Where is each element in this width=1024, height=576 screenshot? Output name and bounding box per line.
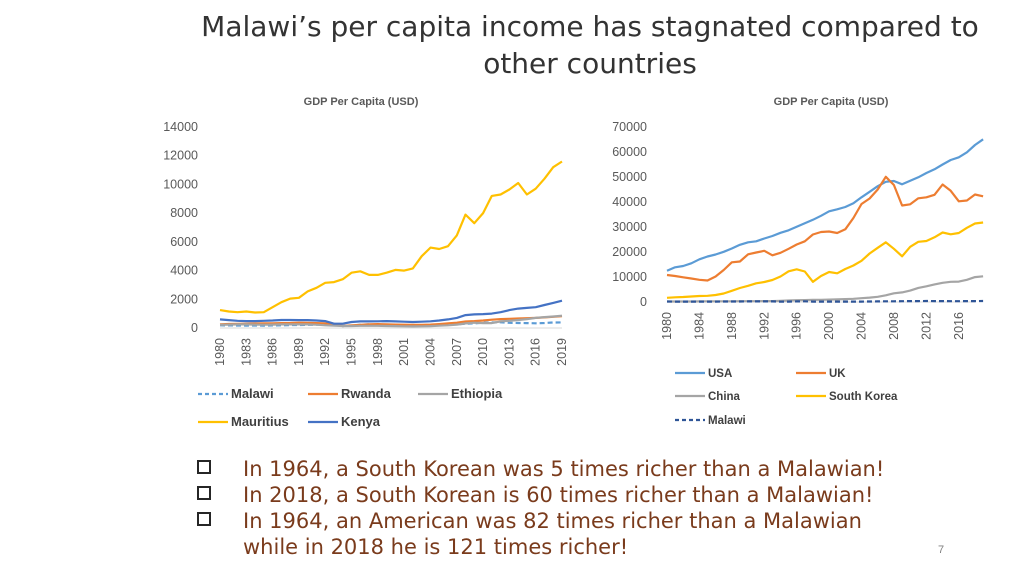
legend-entry: Mauritius xyxy=(198,414,289,429)
legend-label: UK xyxy=(829,368,846,380)
x-tick-label: 1998 xyxy=(371,338,385,366)
chart-title: GDP Per Capita (USD) xyxy=(774,96,889,108)
x-tick-label: 2010 xyxy=(476,338,490,366)
x-tick-label: 2016 xyxy=(529,338,543,366)
series-line-mauritius xyxy=(219,160,563,314)
bullet-text: In 1964, an American was 82 times richer… xyxy=(243,509,862,533)
bullet-item: In 1964, a South Korean was 5 times rich… xyxy=(197,456,977,482)
x-tick-label: 2000 xyxy=(822,312,836,340)
chart-title: GDP Per Capita (USD) xyxy=(304,96,419,108)
x-tick-label: 1984 xyxy=(692,312,706,340)
legend-entry: USA xyxy=(675,368,732,380)
legend-entry: South Korea xyxy=(796,391,898,403)
series-line-kenya xyxy=(219,299,563,325)
slide-title: Malawi’s per capita income has stagnated… xyxy=(150,8,1024,82)
x-tick-label: 1988 xyxy=(725,312,739,340)
y-tick-label: 70000 xyxy=(612,120,647,134)
right-gdp-chart: GDP Per Capita (USD) 0 10000 20000 30000 4000… xyxy=(612,96,984,427)
x-tick-label: 2008 xyxy=(887,312,901,340)
y-tick-label: 10000 xyxy=(163,177,198,191)
bullet-text: In 2018, a South Korean is 60 times rich… xyxy=(243,483,874,507)
legend-label: Malawi xyxy=(231,386,274,401)
y-tick-label: 6000 xyxy=(170,235,198,249)
y-tick-label: 10000 xyxy=(612,270,647,284)
y-tick-label: 40000 xyxy=(612,195,647,209)
series-line-usa xyxy=(666,138,984,272)
legend-entry: Malawi xyxy=(198,386,274,401)
legend-entry: China xyxy=(675,391,741,403)
x-tick-label: 2019 xyxy=(555,338,569,366)
x-tick-label: 1989 xyxy=(292,338,306,366)
legend-label: Malawi xyxy=(708,415,746,427)
legend-label: South Korea xyxy=(829,391,898,403)
x-tick-label: 1996 xyxy=(790,312,804,340)
series-line-malawi xyxy=(666,299,984,303)
x-tick-label: 2004 xyxy=(855,312,869,340)
legend-entry: Ethiopia xyxy=(418,386,503,401)
legend-label: Rwanda xyxy=(341,386,392,401)
x-tick-label: 1992 xyxy=(318,338,332,366)
x-tick-label: 2012 xyxy=(919,312,933,340)
title-line-2: other countries xyxy=(483,47,697,80)
x-tick-label: 1980 xyxy=(213,338,227,366)
x-tick-label: 2007 xyxy=(450,338,464,366)
series-line-uk xyxy=(666,175,984,282)
y-tick-label: 0 xyxy=(191,321,198,335)
x-tick-label: 2016 xyxy=(952,312,966,340)
y-tick-label: 0 xyxy=(640,295,647,309)
bullet-item: In 2018, a South Korean is 60 times rich… xyxy=(197,482,977,508)
x-tick-label: 1980 xyxy=(660,312,674,340)
legend-label: USA xyxy=(708,368,732,380)
y-tick-label: 30000 xyxy=(612,220,647,234)
y-tick-label: 20000 xyxy=(612,245,647,259)
series-line-ethiopia xyxy=(219,314,563,328)
x-tick-label: 1983 xyxy=(239,338,253,366)
bullet-text-continued: while in 2018 he is 121 times richer! xyxy=(243,535,629,559)
legend-label: Mauritius xyxy=(231,414,289,429)
bullet-text: In 1964, a South Korean was 5 times rich… xyxy=(243,457,885,481)
checkbox-bullet-icon xyxy=(197,486,211,500)
legend-label: Kenya xyxy=(341,414,381,429)
title-line-1: Malawi’s per capita income has stagnated… xyxy=(201,10,979,43)
y-tick-label: 14000 xyxy=(163,120,198,134)
legend-entry: Kenya xyxy=(308,414,381,429)
legend-entry: UK xyxy=(796,368,846,380)
series-line-south-korea xyxy=(666,221,984,299)
legend-label: China xyxy=(708,391,741,403)
y-tick-label: 50000 xyxy=(612,170,647,184)
series-line-china xyxy=(667,275,984,303)
y-tick-label: 12000 xyxy=(163,149,198,163)
checkbox-bullet-icon xyxy=(197,512,211,526)
x-tick-label: 1995 xyxy=(345,338,359,366)
x-tick-label: 2004 xyxy=(423,338,437,366)
x-tick-label: 1986 xyxy=(266,338,280,366)
bullet-list: In 1964, a South Korean was 5 times rich… xyxy=(197,456,977,560)
y-tick-label: 2000 xyxy=(170,292,198,306)
legend-entry: Rwanda xyxy=(308,386,392,401)
left-gdp-chart: GDP Per Capita (USD) 0 2000 4000 6000 8000 100… xyxy=(163,96,569,429)
legend-entry: Malawi xyxy=(675,415,746,427)
y-tick-label: 60000 xyxy=(612,145,647,159)
page-number: 7 xyxy=(938,544,945,556)
x-tick-label: 2013 xyxy=(502,338,516,366)
bullet-item: In 1964, an American was 82 times richer… xyxy=(197,508,977,560)
checkbox-bullet-icon xyxy=(197,460,211,474)
y-tick-label: 4000 xyxy=(170,264,198,278)
y-tick-label: 8000 xyxy=(170,206,198,220)
series-line-rwanda xyxy=(219,315,563,328)
x-tick-label: 1992 xyxy=(757,312,771,340)
x-tick-label: 2001 xyxy=(397,338,411,366)
legend-label: Ethiopia xyxy=(451,386,503,401)
